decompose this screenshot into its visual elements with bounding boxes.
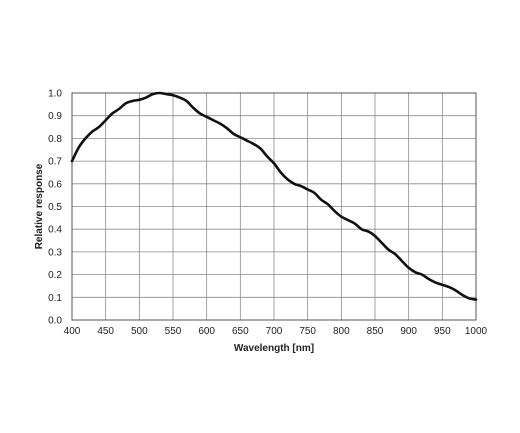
y-tick-label: 0.8 bbox=[48, 134, 62, 145]
y-tick-label: 0.3 bbox=[48, 247, 62, 258]
x-tick-label: 800 bbox=[333, 326, 350, 337]
x-tick-label: 550 bbox=[165, 326, 182, 337]
x-tick-label: 400 bbox=[64, 326, 81, 337]
y-tick-label: 0.2 bbox=[48, 270, 62, 281]
y-tick-label: 0.9 bbox=[48, 111, 62, 122]
x-tick-label: 850 bbox=[367, 326, 384, 337]
y-tick-label: 0.5 bbox=[48, 202, 62, 213]
x-tick-label: 700 bbox=[266, 326, 283, 337]
x-tick-label: 900 bbox=[400, 326, 417, 337]
y-tick-label: 0.4 bbox=[48, 225, 62, 236]
x-tick-label: 950 bbox=[434, 326, 451, 337]
x-tick-label: 450 bbox=[97, 326, 114, 337]
y-tick-label: 0.7 bbox=[48, 157, 62, 168]
series-group bbox=[70, 91, 478, 301]
x-tick-label: 500 bbox=[131, 326, 148, 337]
x-tick-label: 1000 bbox=[465, 326, 488, 337]
plot-area-frame bbox=[71, 92, 477, 321]
x-tick-label: 750 bbox=[299, 326, 316, 337]
response-curve-line bbox=[70, 91, 478, 301]
y-axis-ticks: 0.0 0.1 0.2 0.3 0.4 0.5 0.6 0.7 0.8 0.9 1.0 bbox=[48, 89, 62, 327]
y-tick-label: 0.1 bbox=[48, 293, 62, 304]
y-tick-label: 1.0 bbox=[48, 89, 62, 100]
y-axis-title: Relative response bbox=[34, 163, 45, 249]
x-tick-label: 600 bbox=[198, 326, 215, 337]
x-tick-label: 650 bbox=[232, 326, 249, 337]
grid bbox=[71, 92, 477, 321]
x-axis-title: Wavelength [nm] bbox=[234, 343, 314, 354]
y-tick-label: 0.6 bbox=[48, 179, 62, 190]
x-axis-ticks: 400 450 500 550 600 650 700 750 800 850 900 950 1000 bbox=[64, 326, 488, 337]
y-tick-label: 0.0 bbox=[48, 316, 62, 327]
